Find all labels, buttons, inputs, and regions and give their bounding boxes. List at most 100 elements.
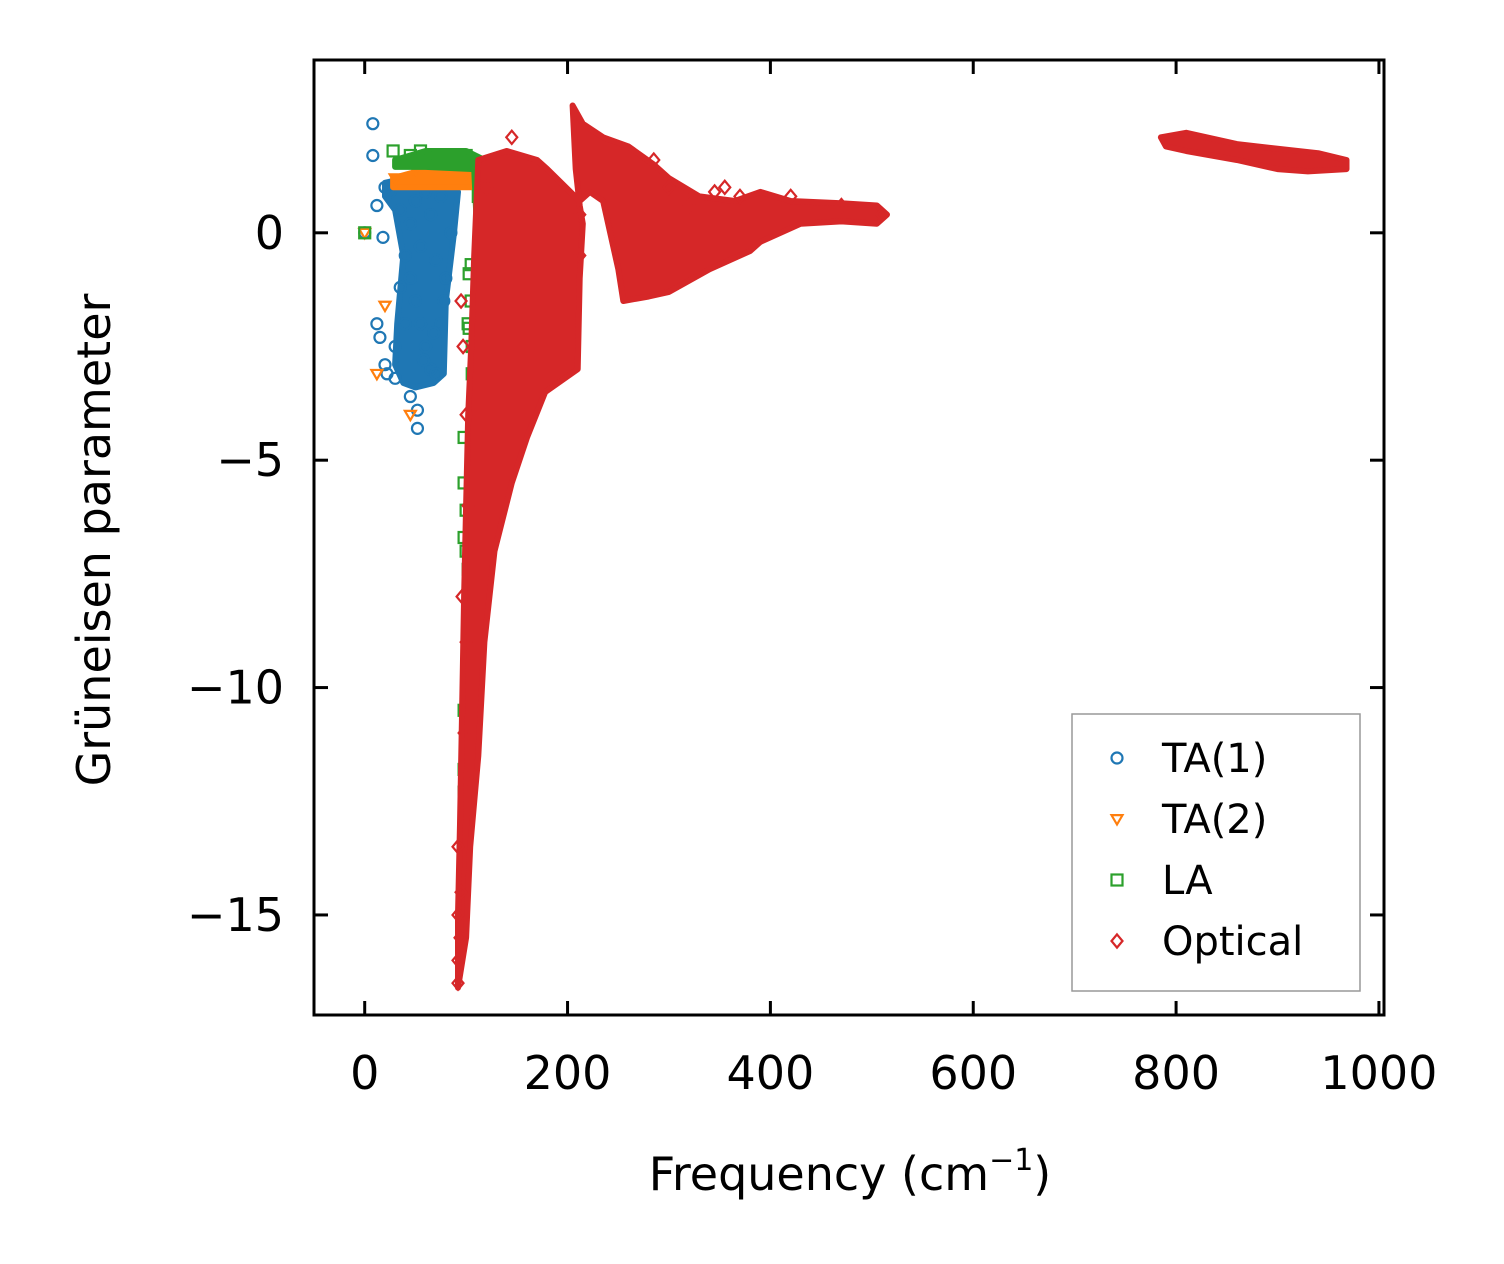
legend-label: TA(1) (1161, 736, 1267, 782)
data-point (444, 148, 458, 163)
data-point (386, 144, 400, 158)
data-point (459, 633, 474, 651)
data-point (402, 409, 418, 423)
legend-item: LA (1110, 858, 1213, 904)
data-point (451, 974, 465, 992)
y-tick-label: −10 (187, 661, 284, 715)
data-point (357, 227, 373, 241)
data-point (434, 317, 448, 331)
legend-marker (1109, 814, 1125, 827)
data-point (366, 117, 380, 131)
data-point (453, 929, 467, 947)
x-tick-label: 200 (524, 1046, 612, 1100)
legend: TA(1) TA(2) LA Optical (1071, 713, 1361, 992)
data-point (413, 317, 428, 331)
tick-layer: 0 200 400 600 800 1000 0 −5 −10 −15 (187, 60, 1437, 1100)
data-point (376, 230, 390, 244)
data-point (388, 371, 402, 385)
legend-items: TA(1) TA(2) LA Optical (1109, 736, 1303, 965)
x-axis-title: Frequency (cm−1) (649, 1143, 1052, 1201)
data-point (444, 226, 458, 240)
data-point (429, 367, 443, 381)
data-point (408, 294, 423, 308)
data-point (457, 724, 472, 742)
data-point (459, 406, 474, 424)
y-tick-label: 0 (255, 206, 284, 260)
legend-item: TA(1) (1110, 736, 1267, 782)
data-point (439, 271, 453, 285)
plot-frame (312, 58, 1386, 1017)
data-point (403, 217, 417, 231)
x-tick-label: 0 (350, 1046, 379, 1100)
data-point (369, 368, 385, 382)
data-point (427, 326, 441, 340)
data-point (783, 188, 798, 205)
data-point (875, 206, 889, 223)
data-layer (357, 102, 1350, 992)
data-point (451, 838, 465, 856)
y-axis-title: Grüneisen parameter (67, 293, 121, 786)
data-point (393, 203, 407, 217)
data-point (408, 194, 423, 208)
data-point (455, 588, 470, 605)
point-cloud-region (1157, 129, 1350, 175)
data-point (398, 248, 412, 263)
y-tick-label: −5 (216, 433, 284, 487)
x-tick-label: 600 (929, 1046, 1017, 1100)
x-tick-label: 1000 (1320, 1046, 1437, 1100)
data-point (479, 179, 494, 196)
data-point (418, 339, 433, 354)
data-point (377, 300, 393, 314)
data-point (456, 338, 471, 355)
data-point (403, 271, 417, 285)
legend-marker (1110, 932, 1124, 950)
legend-label: Optical (1162, 919, 1303, 965)
data-point (717, 179, 732, 196)
data-point (424, 208, 438, 222)
data-point (429, 253, 443, 267)
legend-marker (1110, 751, 1124, 765)
data-point (451, 906, 465, 924)
data-point (388, 339, 402, 354)
data-point (366, 148, 380, 163)
data-point (383, 185, 397, 199)
x-axis-title-main: Frequency (cm (649, 1147, 989, 1201)
x-tick-label: 400 (726, 1046, 814, 1100)
data-point (461, 497, 476, 514)
y-tick-label: −15 (187, 888, 284, 942)
data-point (646, 151, 661, 169)
data-point (682, 197, 697, 214)
data-point (370, 198, 384, 213)
x-axis-title-close: ) (1033, 1147, 1051, 1201)
data-point (459, 770, 474, 787)
x-tick-label: 800 (1132, 1046, 1220, 1100)
legend-item: TA(2) (1109, 797, 1267, 843)
data-point (413, 144, 428, 158)
data-point (370, 317, 384, 331)
point-cloud-region (390, 166, 480, 191)
data-point (437, 294, 451, 308)
data-point (398, 317, 412, 331)
data-point (572, 206, 587, 223)
data-point (454, 883, 468, 901)
data-point (373, 330, 387, 345)
legend-label: LA (1162, 858, 1213, 904)
x-axis-title-superscript: −1 (989, 1143, 1033, 1178)
data-point (393, 280, 407, 294)
data-point (662, 179, 676, 196)
data-point (429, 148, 443, 163)
data-point (403, 389, 417, 404)
data-point (572, 247, 587, 264)
data-point (454, 292, 468, 310)
data-point (416, 353, 431, 367)
data-point (358, 226, 372, 240)
data-point (413, 239, 428, 254)
data-point (733, 188, 747, 205)
data-point (834, 197, 849, 214)
data-point (451, 952, 465, 969)
legend-item: Optical (1110, 919, 1303, 965)
data-point (378, 358, 392, 372)
data-point (434, 189, 448, 204)
data-point (459, 148, 473, 163)
